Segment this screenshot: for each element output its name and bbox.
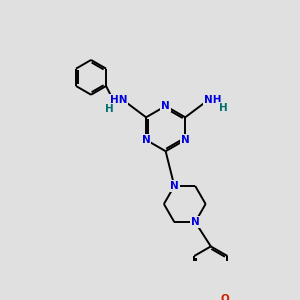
Text: N: N (161, 101, 170, 111)
Text: N: N (181, 135, 190, 145)
Text: N: N (191, 217, 200, 227)
Text: H: H (219, 103, 228, 113)
Text: NH: NH (204, 95, 222, 105)
Text: O: O (220, 294, 229, 300)
Text: H: H (105, 103, 114, 114)
Text: HN: HN (110, 95, 127, 105)
Text: N: N (142, 135, 151, 145)
Text: N: N (170, 181, 179, 191)
